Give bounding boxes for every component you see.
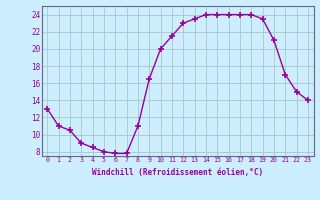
X-axis label: Windchill (Refroidissement éolien,°C): Windchill (Refroidissement éolien,°C) bbox=[92, 168, 263, 177]
